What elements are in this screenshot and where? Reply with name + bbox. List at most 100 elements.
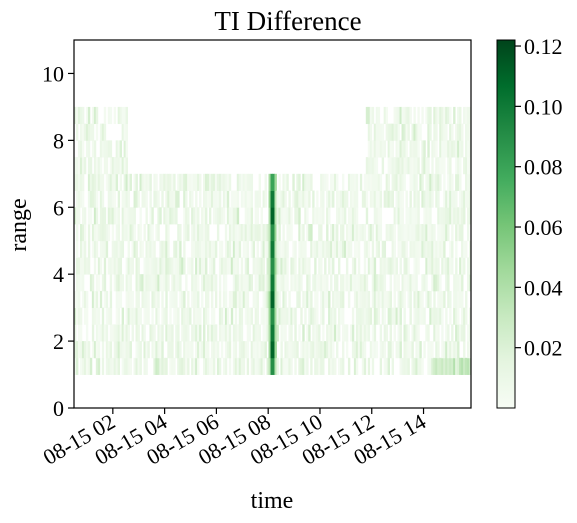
heatmap-cell — [203, 257, 206, 275]
heatmap-cell — [449, 207, 452, 225]
heatmap-cell — [441, 207, 444, 225]
heatmap-cell — [111, 173, 115, 191]
heatmap-cell — [195, 357, 198, 375]
heatmap-cell — [371, 157, 375, 175]
heatmap-cell — [256, 274, 260, 292]
heatmap-cell — [175, 274, 178, 292]
heatmap-cell — [177, 224, 180, 242]
heatmap-cell — [207, 290, 210, 309]
heatmap-cell — [399, 140, 402, 158]
heatmap-cell — [351, 307, 355, 325]
heatmap-cell — [379, 173, 383, 191]
heatmap-cell — [336, 290, 339, 309]
heatmap-cell — [351, 341, 355, 359]
heatmap-cell — [137, 274, 140, 292]
heatmap-cell — [210, 357, 214, 375]
heatmap-cell — [117, 257, 121, 275]
heatmap-cell — [302, 324, 305, 342]
heatmap-cell — [105, 290, 109, 309]
heatmap-cell — [338, 240, 341, 258]
heatmap-cell — [304, 307, 307, 325]
heatmap-cell — [379, 123, 383, 141]
heatmap-cells — [74, 106, 472, 375]
heatmap-cell — [147, 240, 150, 258]
heatmap-cell — [395, 140, 398, 158]
heatmap-cell — [87, 106, 91, 125]
heatmap-cell — [397, 290, 400, 309]
heatmap-cell — [423, 274, 426, 292]
heatmap-cell — [389, 307, 393, 325]
heatmap-cell — [274, 290, 277, 309]
heatmap-cell — [451, 357, 454, 375]
heatmap-cell — [115, 357, 119, 375]
heatmap-cell — [91, 224, 95, 242]
heatmap-cell — [403, 173, 406, 191]
heatmap-cell — [107, 307, 111, 325]
heatmap-cell — [453, 274, 456, 292]
heatmap-cell — [183, 307, 186, 325]
heatmap-cell — [129, 341, 132, 359]
heatmap-cell — [268, 190, 271, 208]
heatmap-cell — [387, 123, 391, 141]
heatmap-cell — [282, 257, 285, 275]
heatmap-cell — [395, 106, 398, 125]
heatmap-cell — [236, 290, 240, 309]
heatmap-cell — [278, 224, 281, 242]
heatmap-cell — [224, 190, 228, 208]
heatmap-cell — [246, 224, 250, 242]
heatmap-cell — [143, 173, 146, 191]
heatmap-cell — [435, 307, 438, 325]
heatmap-cell — [322, 290, 325, 309]
heatmap-cell — [371, 290, 375, 309]
heatmap-cell — [197, 224, 200, 242]
heatmap-cell — [437, 207, 440, 225]
heatmap-cell — [115, 240, 119, 258]
heatmap-cell — [278, 274, 281, 292]
heatmap-cell — [326, 274, 329, 292]
heatmap-cell — [143, 341, 146, 359]
heatmap-cell — [282, 224, 285, 242]
heatmap-cell — [214, 274, 218, 292]
heatmap-cell — [282, 290, 285, 309]
heatmap-cell — [87, 257, 91, 275]
heatmap-cell — [203, 274, 206, 292]
heatmap-cell — [457, 274, 460, 292]
heatmap-cell — [341, 290, 345, 309]
heatmap-cell — [93, 257, 97, 275]
heatmap-cell — [401, 157, 404, 175]
heatmap-cell — [99, 324, 103, 342]
heatmap-cell — [270, 257, 273, 275]
heatmap-cell — [252, 257, 256, 275]
heatmap-cell — [391, 257, 394, 275]
heatmap-cell — [242, 357, 246, 375]
heatmap-cell — [296, 290, 299, 309]
heatmap-cell — [439, 357, 442, 375]
heatmap-cell — [437, 307, 440, 325]
heatmap-cell — [119, 106, 123, 125]
heatmap-cell — [461, 240, 464, 258]
heatmap-cell — [469, 357, 472, 375]
heatmap-cell — [195, 207, 198, 225]
heatmap-cell — [79, 341, 83, 359]
heatmap-cell — [294, 274, 297, 292]
heatmap-cell — [395, 257, 398, 275]
heatmap-cell — [181, 324, 184, 342]
heatmap-cell — [260, 257, 263, 275]
heatmap-cell — [409, 224, 412, 242]
heatmap-cell — [393, 240, 396, 258]
heatmap-cell — [107, 224, 111, 242]
heatmap-cell — [74, 307, 77, 325]
heatmap-cell — [75, 106, 79, 125]
heatmap-cell — [222, 190, 226, 208]
heatmap-cell — [117, 207, 121, 225]
heatmap-cell — [89, 274, 93, 292]
heatmap-cell — [248, 274, 252, 292]
heatmap-cell — [203, 307, 206, 325]
heatmap-cell — [461, 290, 464, 309]
heatmap-cell — [99, 123, 103, 141]
heatmap-cell — [171, 173, 174, 191]
heatmap-cell — [232, 240, 236, 258]
heatmap-cell — [359, 274, 363, 292]
heatmap-cell — [159, 357, 162, 375]
heatmap-cell — [127, 341, 130, 359]
